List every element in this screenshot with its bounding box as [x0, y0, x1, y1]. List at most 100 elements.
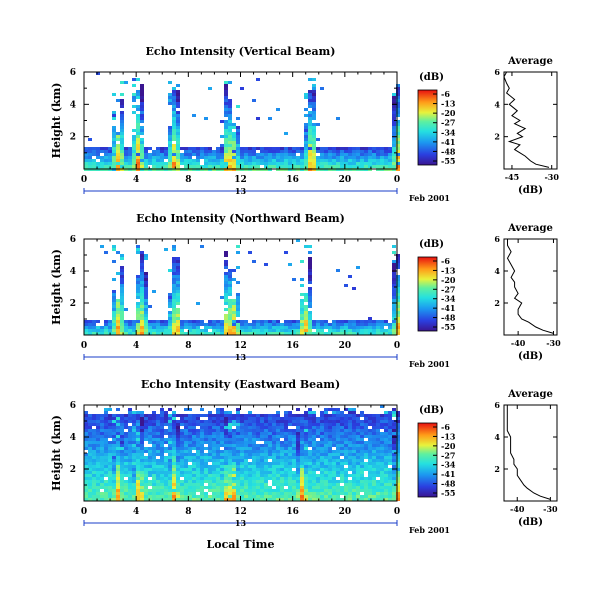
- heatmap-cell: [112, 248, 116, 251]
- heatmap-cell: [388, 162, 392, 165]
- heatmap-cell: [208, 162, 212, 165]
- heatmap-cell: [164, 495, 168, 498]
- heatmap-cell: [232, 444, 236, 447]
- heatmap-cell: [356, 438, 360, 441]
- heatmap-cell: [244, 165, 248, 168]
- heatmap-cell: [308, 483, 312, 486]
- heatmap-cell: [248, 477, 252, 480]
- heatmap-cell: [128, 453, 132, 456]
- heatmap-cell: [272, 420, 276, 423]
- heatmap-cell: [280, 329, 284, 332]
- heatmap-cell: [140, 447, 144, 450]
- heatmap-cell: [308, 299, 312, 302]
- heatmap-cell: [356, 423, 360, 426]
- heatmap-cell: [236, 444, 240, 447]
- heatmap-cell: [212, 414, 216, 417]
- average-x-tick-label: -45: [505, 172, 519, 182]
- heatmap-cell: [304, 444, 308, 447]
- heatmap-cell: [152, 423, 156, 426]
- heatmap-cell: [100, 332, 104, 335]
- heatmap-cell: [144, 296, 148, 299]
- heatmap-cell: [268, 320, 272, 323]
- heatmap-cell: [160, 438, 164, 441]
- heatmap-cell: [108, 459, 112, 462]
- heatmap-cell: [148, 159, 152, 162]
- heatmap-cell: [184, 450, 188, 453]
- heatmap-cell: [92, 456, 96, 459]
- heatmap-cell: [120, 123, 124, 126]
- heatmap-cell: [204, 432, 208, 435]
- heatmap-cell: [344, 468, 348, 471]
- heatmap-cell: [104, 438, 108, 441]
- heatmap-cell: [116, 147, 120, 150]
- heatmap-cell: [196, 444, 200, 447]
- heatmap-cell: [276, 468, 280, 471]
- heatmap-cell: [372, 165, 376, 168]
- heatmap-cell: [204, 420, 208, 423]
- heatmap-cell: [88, 462, 92, 465]
- heatmap-cell: [192, 486, 196, 489]
- heatmap-cell: [216, 444, 220, 447]
- average-x-tick-label: -30: [546, 338, 561, 348]
- heatmap-cell: [288, 471, 292, 474]
- heatmap-cell: [300, 450, 304, 453]
- heatmap-cell: [140, 126, 144, 129]
- heatmap-cell: [284, 474, 288, 477]
- heatmap-cell: [112, 153, 116, 156]
- heatmap-cell: [200, 329, 204, 332]
- heatmap-cell: [336, 459, 340, 462]
- heatmap-cell: [384, 483, 388, 486]
- heatmap-cell: [160, 444, 164, 447]
- heatmap-cell: [84, 459, 88, 462]
- heatmap-cell: [268, 465, 272, 468]
- heatmap-cell: [320, 87, 324, 90]
- heatmap-cell: [360, 456, 364, 459]
- heatmap-cell: [336, 444, 340, 447]
- heatmap-cell: [180, 459, 184, 462]
- heatmap-cell: [116, 329, 120, 332]
- heatmap-cell: [184, 429, 188, 432]
- heatmap-cell: [116, 165, 120, 168]
- heatmap-cell: [252, 320, 256, 323]
- heatmap-cell: [88, 162, 92, 165]
- heatmap-cell: [180, 320, 184, 323]
- heatmap-cell: [388, 150, 392, 153]
- heatmap-cell: [176, 126, 180, 129]
- heatmap-cell: [240, 480, 244, 483]
- heatmap-cell: [180, 420, 184, 423]
- heatmap-cell: [256, 162, 260, 165]
- heatmap-cell: [280, 468, 284, 471]
- heatmap-cell: [348, 156, 352, 159]
- heatmap-cell: [308, 462, 312, 465]
- heatmap-cell: [132, 105, 136, 108]
- heatmap-cell: [252, 489, 256, 492]
- heatmap-cell: [316, 489, 320, 492]
- heatmap-cell: [324, 480, 328, 483]
- heatmap-cell: [176, 105, 180, 108]
- heatmap-cell: [144, 314, 148, 317]
- heatmap-cell: [312, 450, 316, 453]
- heatmap-cell: [308, 326, 312, 329]
- heatmap-cell: [180, 450, 184, 453]
- heatmap-cell: [200, 408, 204, 411]
- heatmap-cell: [112, 159, 116, 162]
- heatmap-cell: [264, 483, 268, 486]
- heatmap-cell: [356, 447, 360, 450]
- heatmap-cell: [368, 468, 372, 471]
- heatmap-cell: [176, 120, 180, 123]
- heatmap-cell: [320, 411, 324, 414]
- heatmap-cell: [320, 329, 324, 332]
- y-tick-label: 2: [70, 299, 76, 309]
- date-tick-label: 13: [235, 186, 247, 196]
- heatmap-cell: [356, 486, 360, 489]
- heatmap-cell: [360, 438, 364, 441]
- heatmap-cell: [368, 423, 372, 426]
- heatmap-cell: [188, 414, 192, 417]
- heatmap-cell: [164, 248, 168, 251]
- heatmap-cell: [156, 465, 160, 468]
- heatmap-cell: [224, 432, 228, 435]
- heatmap-cell: [348, 480, 352, 483]
- heatmap-cell: [368, 462, 372, 465]
- heatmap-cell: [116, 251, 120, 254]
- heatmap-cell: [124, 165, 128, 168]
